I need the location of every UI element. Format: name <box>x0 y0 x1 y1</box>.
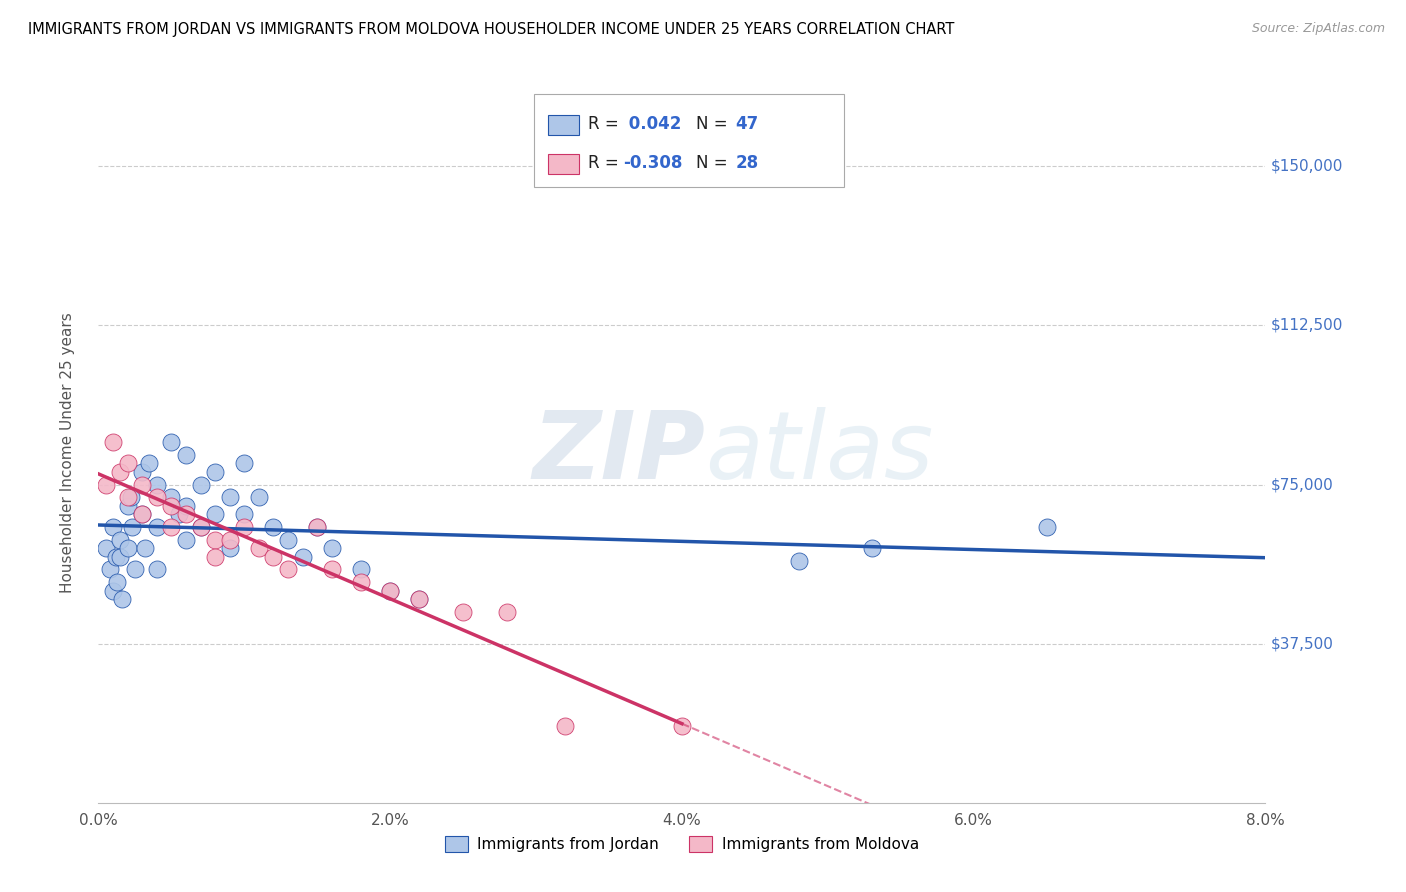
Point <box>146 477 169 491</box>
Point <box>204 465 226 479</box>
Text: R =: R = <box>588 115 624 133</box>
Point <box>190 520 212 534</box>
Point <box>110 549 132 564</box>
Point <box>1035 520 1057 534</box>
Point <box>247 490 270 504</box>
Point <box>98 562 121 576</box>
Text: Source: ZipAtlas.com: Source: ZipAtlas.com <box>1251 22 1385 36</box>
Point <box>233 507 256 521</box>
Point <box>321 541 343 556</box>
Point <box>321 562 343 576</box>
Point <box>277 562 299 576</box>
Point <box>146 490 169 504</box>
Point <box>262 520 284 534</box>
Point <box>110 533 132 547</box>
Point <box>554 719 576 733</box>
Point <box>146 520 169 534</box>
Point <box>160 435 183 450</box>
Point <box>174 533 197 547</box>
Point <box>138 456 160 470</box>
Text: 0.042: 0.042 <box>623 115 682 133</box>
Point <box>160 490 183 504</box>
Point <box>101 583 124 598</box>
Point <box>860 541 883 556</box>
Point <box>134 541 156 556</box>
Text: IMMIGRANTS FROM JORDAN VS IMMIGRANTS FROM MOLDOVA HOUSEHOLDER INCOME UNDER 25 YE: IMMIGRANTS FROM JORDAN VS IMMIGRANTS FRO… <box>28 22 955 37</box>
Point <box>233 456 256 470</box>
Text: N =: N = <box>696 154 733 172</box>
Text: 47: 47 <box>735 115 759 133</box>
Point <box>408 592 430 607</box>
Point <box>117 456 139 470</box>
Point <box>94 477 117 491</box>
Point <box>117 490 139 504</box>
Point <box>787 554 810 568</box>
Point <box>131 465 153 479</box>
Point <box>131 477 153 491</box>
Point <box>496 605 519 619</box>
Point <box>218 490 240 504</box>
Point <box>174 448 197 462</box>
Point <box>247 541 270 556</box>
Point <box>117 499 139 513</box>
Point <box>350 562 373 576</box>
Point <box>105 575 128 590</box>
Point <box>350 575 373 590</box>
Text: $150,000: $150,000 <box>1271 159 1344 174</box>
Text: atlas: atlas <box>706 407 934 499</box>
Point <box>131 507 153 521</box>
Point <box>160 499 183 513</box>
Point <box>131 507 153 521</box>
Point <box>451 605 474 619</box>
Point <box>110 465 132 479</box>
Point <box>204 507 226 521</box>
Point <box>174 507 197 521</box>
Text: -0.308: -0.308 <box>623 154 682 172</box>
Point <box>160 520 183 534</box>
Point <box>307 520 329 534</box>
Legend: Immigrants from Jordan, Immigrants from Moldova: Immigrants from Jordan, Immigrants from … <box>439 830 925 858</box>
Point <box>101 435 124 450</box>
Point <box>671 719 693 733</box>
Text: N =: N = <box>696 115 733 133</box>
Point <box>204 549 226 564</box>
Point <box>233 520 256 534</box>
Point <box>380 583 402 598</box>
Point <box>111 592 134 607</box>
Point <box>121 520 143 534</box>
Y-axis label: Householder Income Under 25 years: Householder Income Under 25 years <box>60 312 75 593</box>
Point <box>190 477 212 491</box>
Text: 28: 28 <box>735 154 758 172</box>
Point <box>117 541 139 556</box>
Point <box>94 541 117 556</box>
Point <box>408 592 430 607</box>
Point <box>124 562 146 576</box>
Point <box>291 549 314 564</box>
Point <box>218 541 240 556</box>
Point <box>204 533 226 547</box>
Point <box>190 520 212 534</box>
Point <box>146 562 169 576</box>
Text: R =: R = <box>588 154 624 172</box>
Point <box>104 549 127 564</box>
Point <box>120 490 142 504</box>
Point <box>167 507 190 521</box>
Text: $37,500: $37,500 <box>1271 636 1334 651</box>
Point <box>174 499 197 513</box>
Text: $75,000: $75,000 <box>1271 477 1334 492</box>
Point <box>307 520 329 534</box>
Text: ZIP: ZIP <box>533 407 706 499</box>
Point <box>262 549 284 564</box>
Text: $112,500: $112,500 <box>1271 318 1344 333</box>
Point <box>218 533 240 547</box>
Point <box>380 583 402 598</box>
Point <box>101 520 124 534</box>
Point <box>277 533 299 547</box>
